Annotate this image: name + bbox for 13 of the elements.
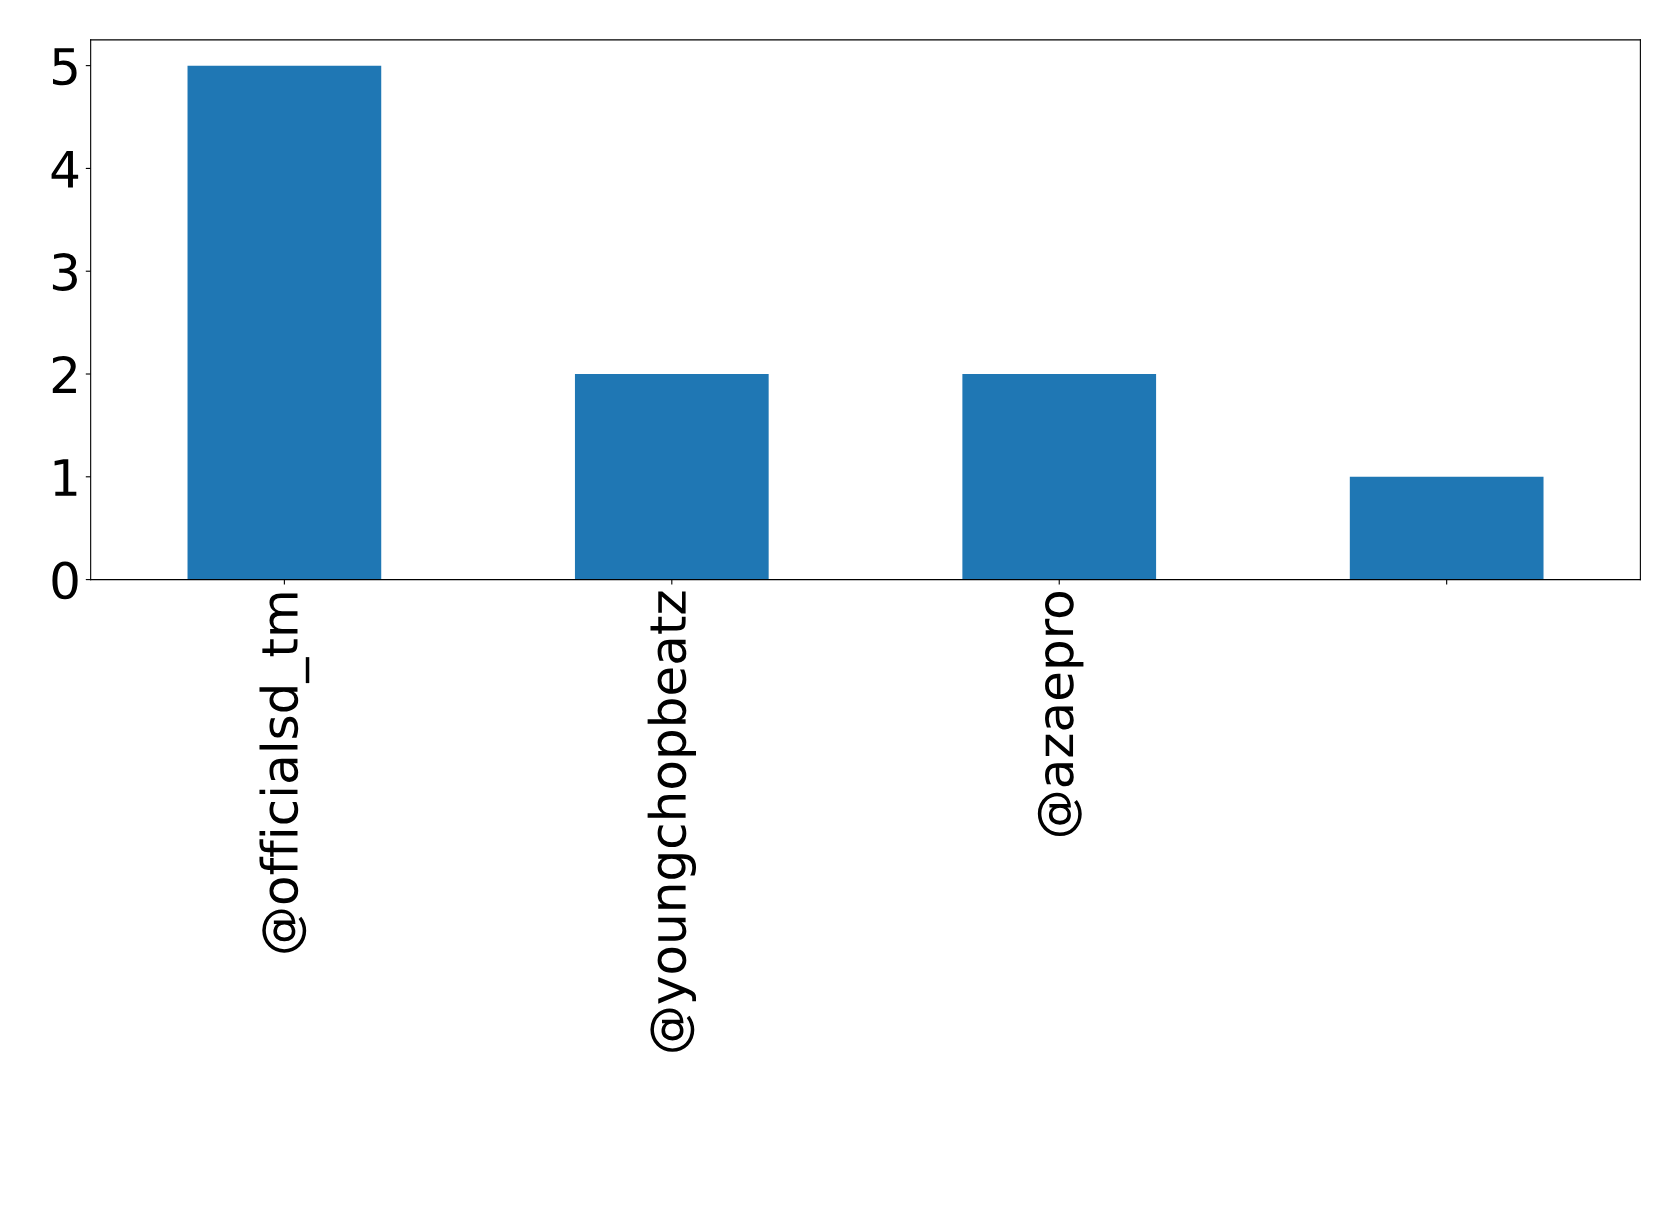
x-tick-label: @azaepro — [1037, 592, 1084, 837]
bar — [574, 374, 769, 580]
y-tick-label: 5 — [52, 48, 77, 86]
y-tick-label: 2 — [52, 355, 76, 393]
bar — [1349, 476, 1544, 580]
y-tick-label: 0 — [52, 561, 78, 600]
x-tick-label: @officialsd_tm — [259, 593, 310, 953]
y-tick-label: 1 — [54, 459, 77, 496]
bar — [962, 374, 1157, 580]
x-tick-label: @youngchopbeatz — [647, 591, 697, 1052]
y-tick-label: 4 — [51, 150, 79, 188]
bar — [187, 65, 382, 580]
y-tick-label: 3 — [52, 253, 77, 291]
